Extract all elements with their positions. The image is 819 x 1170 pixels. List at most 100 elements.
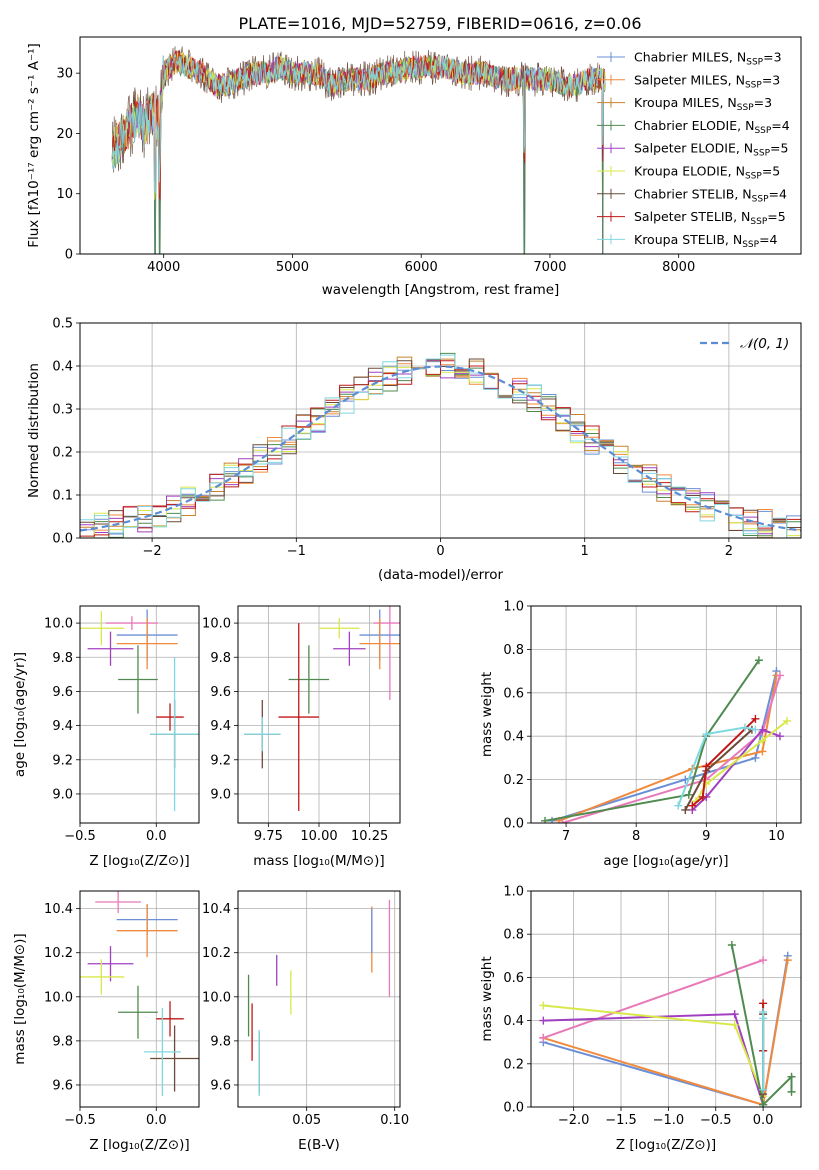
y-tick-label: 0.8 [503,928,524,943]
y-tick-label: 0.4 [503,730,524,745]
x-tick-label: −1.5 [605,1113,637,1128]
errorbar-point [319,617,360,639]
weight-line [558,675,778,822]
spectrum-frame [79,36,802,255]
weight-marker [759,1085,768,1094]
legend-tail: =5 [770,141,788,156]
legend-text: Chabrier STELIB, N [634,186,752,201]
errorbar-point [116,904,178,958]
weight-marker [787,1087,796,1096]
age-vs-Z-xlabel: Z [log₁₀(Z/Z⊙)] [89,853,189,869]
x-tick-label: 0.0 [753,1113,774,1128]
x-tick-label: 2 [725,544,733,559]
x-tick-label: −1 [287,544,306,559]
weight-marker [674,801,683,810]
x-tick-label: 7000 [533,260,566,275]
errorbar-point [150,1025,199,1092]
x-tick-label: 6000 [405,260,438,275]
legend-sub: SSP [745,172,762,182]
weight-marker [758,747,767,756]
legend-tail: =5 [762,164,780,179]
mass-vs-Z-series [80,891,199,1096]
y-tick-label: 9.6 [52,1078,73,1093]
weight-line [544,659,760,822]
y-tick-label: 9.0 [52,787,73,802]
y-tick-label: 10.4 [202,902,231,917]
legend-text: Chabrier ELODIE, N [634,118,754,133]
errorbar-point [144,1007,181,1096]
weight-line [730,944,793,1107]
y-tick-label: 1.0 [503,885,524,900]
mass-vs-Z-axes: −0.5 0.0 9.6 9.8 10.0 10.2 10.4 [44,891,199,1128]
y-tick-label: 20 [56,127,73,142]
y-tick-label: 10.0 [44,617,73,632]
y-tick-label: 0.2 [503,1057,524,1072]
age-vs-mass-frame [237,605,401,824]
residuals-series [80,352,801,538]
errorbar-point [118,985,158,1039]
y-tick-label: 0.2 [52,446,73,461]
errorbar-point [87,631,134,666]
x-tick-label: 8 [632,829,640,844]
errorbar-point [87,946,134,982]
x-tick-label: −2.0 [558,1113,590,1128]
legend-text: Kroupa MILES, N [634,95,737,110]
legend-tail: =3 [763,50,781,65]
weight-marker [698,792,707,801]
weight-marker [539,1016,548,1025]
legend-tail: =5 [767,209,785,224]
spectrum-axes: 4000 5000 6000 7000 8000 0 10 20 30 [56,67,695,275]
x-tick-label: 10.00 [300,829,337,844]
weight-marker [684,790,693,799]
weight-line [677,726,756,806]
x-tick-label: −1.0 [653,1113,685,1128]
massweight-vs-age-xlabel: age [log₁₀(age/yr)] [603,853,728,869]
y-tick-label: 0.2 [503,773,524,788]
spectrum-series [111,46,606,254]
errorbar-point [359,617,400,670]
y-tick-label: 10 [56,187,73,202]
y-tick-label: 10.0 [44,990,73,1005]
weight-marker [539,1033,548,1042]
legend-label: Salpeter STELIB, NSSP=5 [634,209,786,227]
y-tick-label: 0.0 [503,1101,524,1116]
legend-text: Kroupa STELIB, N [634,232,742,247]
y-tick-label: 9.4 [52,719,73,734]
weight-marker [754,656,763,665]
weight-line [694,720,788,802]
weight-marker [758,736,767,745]
age-vs-mass-axes: 9.75 10.00 10.25 9.0 9.2 9.4 9.6 9.8 10.0 [202,606,400,844]
x-tick-label: 9.75 [254,829,283,844]
weight-marker [688,801,697,810]
weight-marker [740,723,749,732]
legend-tail: =3 [754,95,772,110]
mass-vs-ebv-frame [237,890,401,1108]
weight-marker [751,753,760,762]
mass-vs-ebv-xlabel: E(B-V) [298,1137,340,1153]
massweight-vs-Z-ylabel: mass weight [479,956,495,1041]
weight-marker [730,1010,739,1019]
mass-vs-ebv-series [247,899,391,1096]
y-tick-label: 0.6 [503,971,524,986]
legend-label: Kroupa ELODIE, NSSP=5 [634,164,780,182]
x-tick-label: −0.5 [700,1113,732,1128]
legend-sub: SSP [746,58,763,68]
legend-label: Chabrier STELIB, NSSP=4 [634,186,787,204]
age-vs-Z-frame [79,605,200,824]
residuals-xlabel: (data-model)/error [378,567,504,583]
x-tick-label: 9 [702,829,710,844]
age-vs-mass-xlabel: mass [log₁₀(M/M⊙)] [253,853,384,869]
x-tick-label: −0.5 [64,829,96,844]
weight-marker [775,671,784,680]
mass-vs-Z-xlabel: Z [log₁₀(Z/Z⊙)] [89,1137,189,1153]
age-vs-Z-axes: −0.5 0.0 9.0 9.2 9.4 9.6 9.8 10.0 [44,606,199,844]
legend-sub: SSP [737,103,754,113]
y-tick-label: 0.0 [52,532,73,547]
legend-label: Kroupa MILES, NSSP=3 [634,95,772,113]
y-tick-label: 9.6 [52,685,73,700]
errorbar-point [333,631,366,666]
y-tick-label: 9.8 [210,651,231,666]
weight-line [543,1013,765,1106]
mass-vs-Z-ylabel: mass [log₁₀(M/M⊙)] [12,933,28,1064]
weight-marker [759,999,768,1008]
